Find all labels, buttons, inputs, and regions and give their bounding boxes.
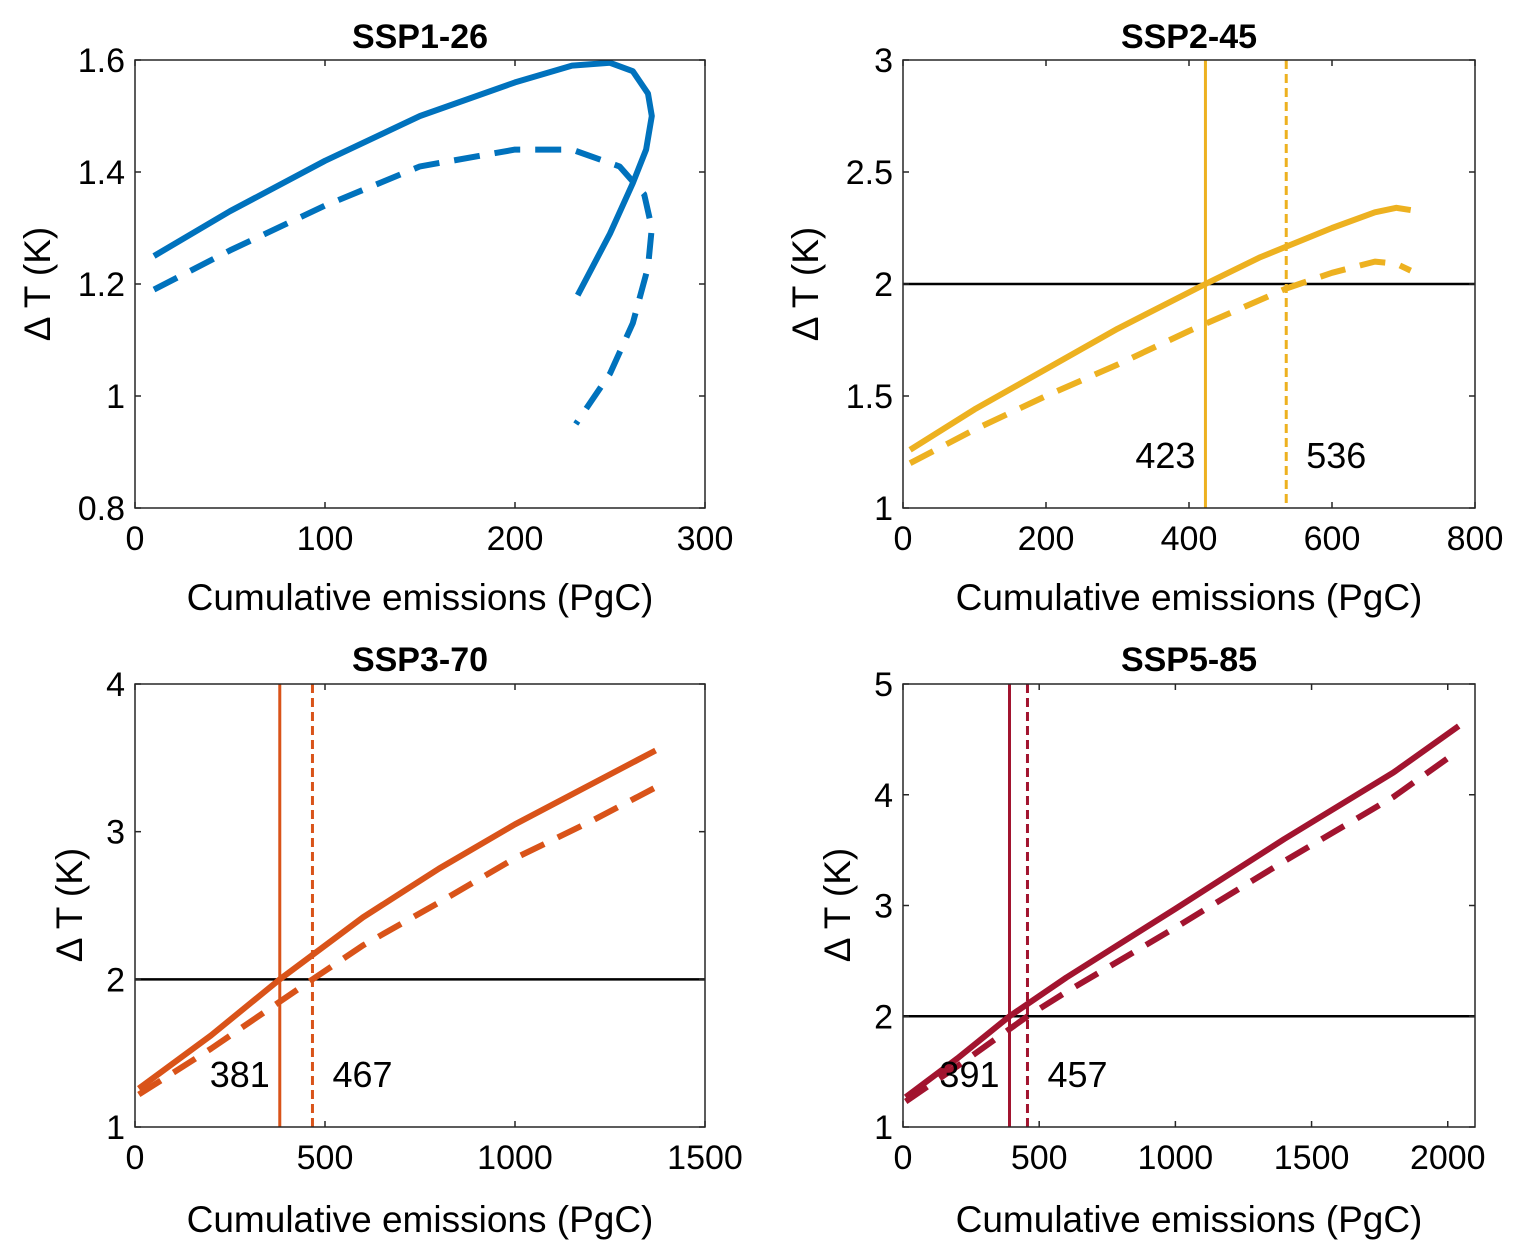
y-tick-label: 1 — [106, 378, 125, 416]
y-tick-label: 4 — [106, 666, 125, 704]
y-axis-label: Δ T (K) — [817, 848, 858, 963]
y-tick-label: 1.6 — [78, 42, 125, 80]
y-axis-label: Δ T (K) — [785, 227, 826, 342]
y-tick-label: 0.8 — [78, 490, 125, 528]
panel-title: SSP3-70 — [352, 641, 488, 679]
x-tick-label: 0 — [894, 520, 913, 558]
x-tick-label: 500 — [297, 1139, 354, 1177]
series-dashed — [904, 748, 1461, 1104]
y-tick-label: 1 — [874, 1109, 893, 1147]
x-tick-label: 0 — [894, 1139, 913, 1177]
axes-box — [134, 683, 706, 1128]
series-solid — [908, 204, 1412, 453]
y-axis-label: Δ T (K) — [49, 848, 90, 963]
x-tick-label: 600 — [1304, 520, 1361, 558]
series-solid — [152, 60, 655, 297]
y-tick-label: 2 — [874, 998, 893, 1036]
crossing-label: 381 — [210, 1054, 270, 1095]
series-solid — [137, 747, 657, 1092]
x-tick-label: 0 — [126, 520, 145, 558]
x-tick-label: 2000 — [1410, 1139, 1486, 1177]
y-axis-label: Δ T (K) — [17, 227, 58, 342]
panel-ssp2-45: SSP2-45 Cumulative emissions (PgC) Δ T (… — [785, 18, 1503, 618]
y-tick-label: 1.5 — [846, 378, 893, 416]
crossing-label: 467 — [332, 1054, 392, 1095]
crossing-label: 457 — [1047, 1054, 1107, 1095]
series-dashed — [137, 784, 657, 1098]
x-tick-label: 1500 — [1274, 1139, 1350, 1177]
y-tick-label: 1 — [106, 1109, 125, 1147]
x-tick-label: 400 — [1161, 520, 1218, 558]
crossing-label: 536 — [1306, 435, 1366, 476]
y-tick-label: 1 — [874, 490, 893, 528]
x-axis-label: Cumulative emissions (PgC) — [956, 577, 1423, 618]
x-tick-label: 100 — [297, 520, 354, 558]
x-tick-label: 300 — [677, 520, 734, 558]
x-axis-label: Cumulative emissions (PgC) — [187, 1199, 654, 1240]
series-solid — [903, 723, 1461, 1100]
crossing-label: 391 — [939, 1054, 999, 1095]
y-tick-label: 5 — [874, 666, 893, 704]
panel-title: SSP5-85 — [1121, 641, 1257, 679]
x-tick-label: 800 — [1447, 520, 1504, 558]
x-tick-label: 1500 — [667, 1139, 743, 1177]
x-tick-label: 200 — [487, 520, 544, 558]
panel-title: SSP1-26 — [352, 18, 488, 56]
x-tick-label: 1000 — [1138, 1139, 1214, 1177]
crossing-label: 423 — [1135, 435, 1195, 476]
y-tick-label: 1.2 — [78, 266, 125, 304]
x-tick-label: 500 — [1011, 1139, 1068, 1177]
y-tick-label: 4 — [874, 777, 893, 815]
y-tick-label: 3 — [874, 888, 893, 926]
x-axis-label: Cumulative emissions (PgC) — [187, 577, 654, 618]
y-tick-label: 3 — [874, 42, 893, 80]
y-tick-label: 3 — [106, 814, 125, 852]
x-tick-label: 1000 — [477, 1139, 553, 1177]
series-dashed — [152, 146, 655, 426]
panel-ssp5-85: SSP5-85 Cumulative emissions (PgC) Δ T (… — [817, 641, 1486, 1240]
panel-ssp3-70: SSP3-70 Cumulative emissions (PgC) Δ T (… — [49, 641, 743, 1240]
x-tick-label: 200 — [1018, 520, 1075, 558]
x-tick-label: 0 — [126, 1139, 145, 1177]
panel-ssp1-26: SSP1-26 Cumulative emissions (PgC) Δ T (… — [17, 18, 733, 618]
panel-title: SSP2-45 — [1121, 18, 1257, 56]
y-tick-label: 1.4 — [78, 154, 125, 192]
y-tick-label: 2 — [874, 266, 893, 304]
y-tick-label: 2 — [106, 961, 125, 999]
y-tick-label: 2.5 — [846, 154, 893, 192]
x-axis-label: Cumulative emissions (PgC) — [956, 1199, 1423, 1240]
